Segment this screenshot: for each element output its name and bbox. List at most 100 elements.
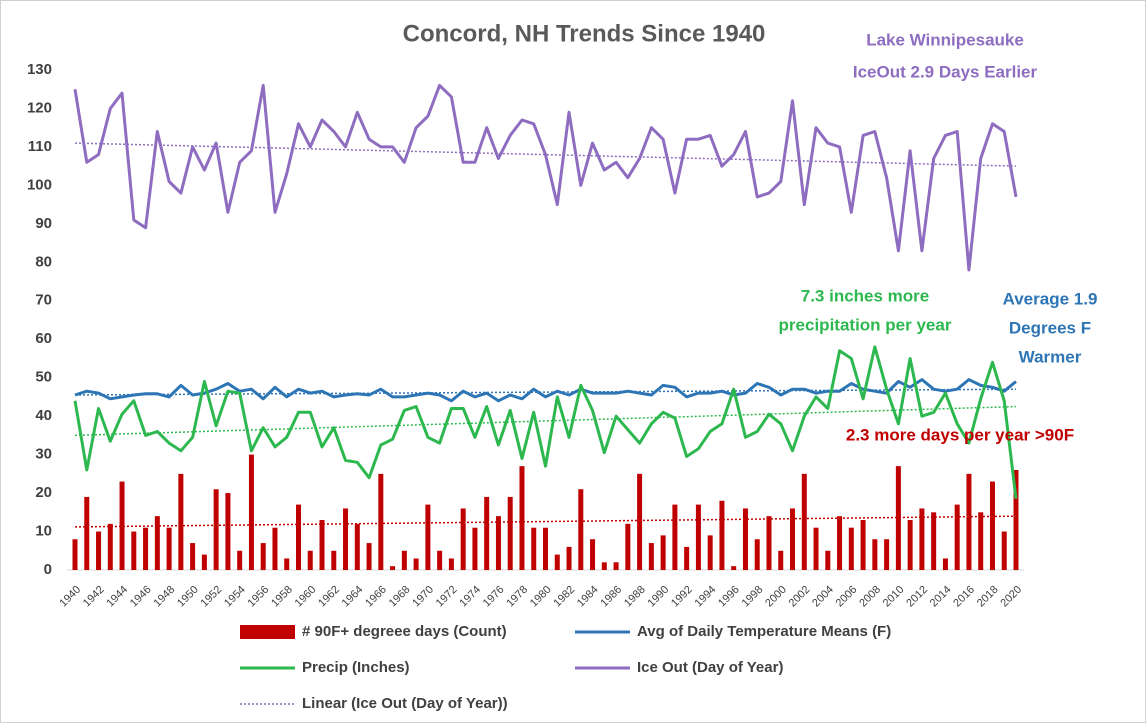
bar — [625, 523, 631, 570]
y-tick-label: 100 — [27, 176, 52, 193]
bar — [507, 496, 513, 570]
annotation: 7.3 inches more — [801, 286, 930, 305]
bar — [213, 489, 219, 570]
legend-label: Precip (Inches) — [302, 659, 410, 676]
annotation: Warmer — [1019, 347, 1082, 366]
bar — [660, 535, 666, 570]
bar — [413, 558, 419, 570]
bar — [401, 550, 407, 570]
legend-label: Linear (Ice Out (Day of Year)) — [302, 695, 508, 712]
bar — [601, 562, 607, 570]
bar — [366, 543, 372, 570]
legend-label: # 90F+ degreee days (Count) — [302, 623, 507, 640]
bar — [343, 508, 349, 570]
bar — [848, 527, 854, 570]
bar — [742, 508, 748, 570]
bar — [860, 520, 866, 570]
bar — [837, 516, 843, 570]
bar — [566, 546, 572, 570]
bar — [637, 473, 643, 570]
bar — [519, 466, 525, 570]
bar — [248, 454, 254, 570]
bar — [272, 527, 278, 570]
y-tick-label: 120 — [27, 99, 52, 116]
bar — [966, 473, 972, 570]
bar — [919, 508, 925, 570]
bar — [1001, 531, 1007, 570]
bar — [284, 558, 290, 570]
annotation: precipitation per year — [779, 315, 952, 334]
bar — [354, 523, 360, 570]
y-tick-label: 10 — [35, 523, 52, 540]
y-tick-label: 90 — [35, 215, 52, 232]
bar — [978, 512, 984, 570]
bar — [472, 527, 478, 570]
bar — [754, 539, 760, 570]
y-tick-label: 30 — [35, 446, 52, 463]
bar — [1013, 470, 1019, 570]
trend-line — [74, 515, 1017, 528]
bar — [931, 512, 937, 570]
y-tick-label: 110 — [28, 138, 52, 155]
bar — [119, 481, 125, 570]
bar — [72, 539, 78, 570]
bar — [813, 527, 819, 570]
annotation: IceOut 2.9 Days Earlier — [853, 62, 1038, 81]
bar — [96, 531, 102, 570]
bar — [790, 508, 796, 570]
bar — [378, 473, 384, 570]
bar — [448, 558, 454, 570]
bar — [825, 550, 831, 570]
bar — [554, 554, 560, 570]
y-tick-label: 80 — [35, 253, 52, 270]
bar — [719, 500, 725, 570]
bar — [425, 504, 431, 570]
bar — [460, 508, 466, 570]
annotation: Average 1.9 — [1003, 289, 1098, 308]
annotation: 2.3 more days per year >90F — [846, 425, 1074, 444]
bar — [989, 481, 995, 570]
y-tick-label: 40 — [35, 407, 52, 424]
bar — [884, 539, 890, 570]
bar — [484, 496, 490, 570]
chart-title: Concord, NH Trends Since 1940 — [403, 20, 766, 47]
annotation: Degrees F — [1009, 318, 1091, 337]
bar — [590, 539, 596, 570]
bar — [260, 543, 266, 570]
bar — [166, 527, 172, 570]
bar — [695, 504, 701, 570]
annotation: Lake Winnipesauke — [866, 30, 1024, 49]
y-tick-label: 50 — [35, 369, 52, 386]
bar — [107, 523, 113, 570]
bar — [531, 527, 537, 570]
bar — [543, 527, 548, 570]
bar — [872, 539, 878, 570]
trend-line — [74, 405, 1017, 437]
y-tick-label: 60 — [35, 330, 52, 347]
bar — [295, 504, 301, 570]
bar — [201, 554, 207, 570]
bar — [331, 550, 337, 570]
bar — [907, 520, 913, 570]
bar — [613, 562, 619, 570]
bar — [390, 566, 396, 570]
bar — [672, 504, 678, 570]
bar — [131, 531, 137, 570]
bar — [143, 527, 149, 570]
y-tick-label: 20 — [35, 484, 52, 501]
legend-label: Avg of Daily Temperature Means (F) — [637, 623, 891, 640]
bar — [648, 543, 654, 570]
bar — [84, 496, 90, 570]
bar — [731, 566, 737, 570]
line-series — [73, 345, 1018, 499]
bar — [190, 543, 196, 570]
bar — [495, 516, 501, 570]
y-tick-label: 70 — [35, 292, 52, 309]
bar — [942, 558, 948, 570]
bar — [307, 550, 313, 570]
bar — [578, 489, 584, 570]
legend-swatch — [240, 625, 295, 639]
line-series — [73, 83, 1018, 272]
